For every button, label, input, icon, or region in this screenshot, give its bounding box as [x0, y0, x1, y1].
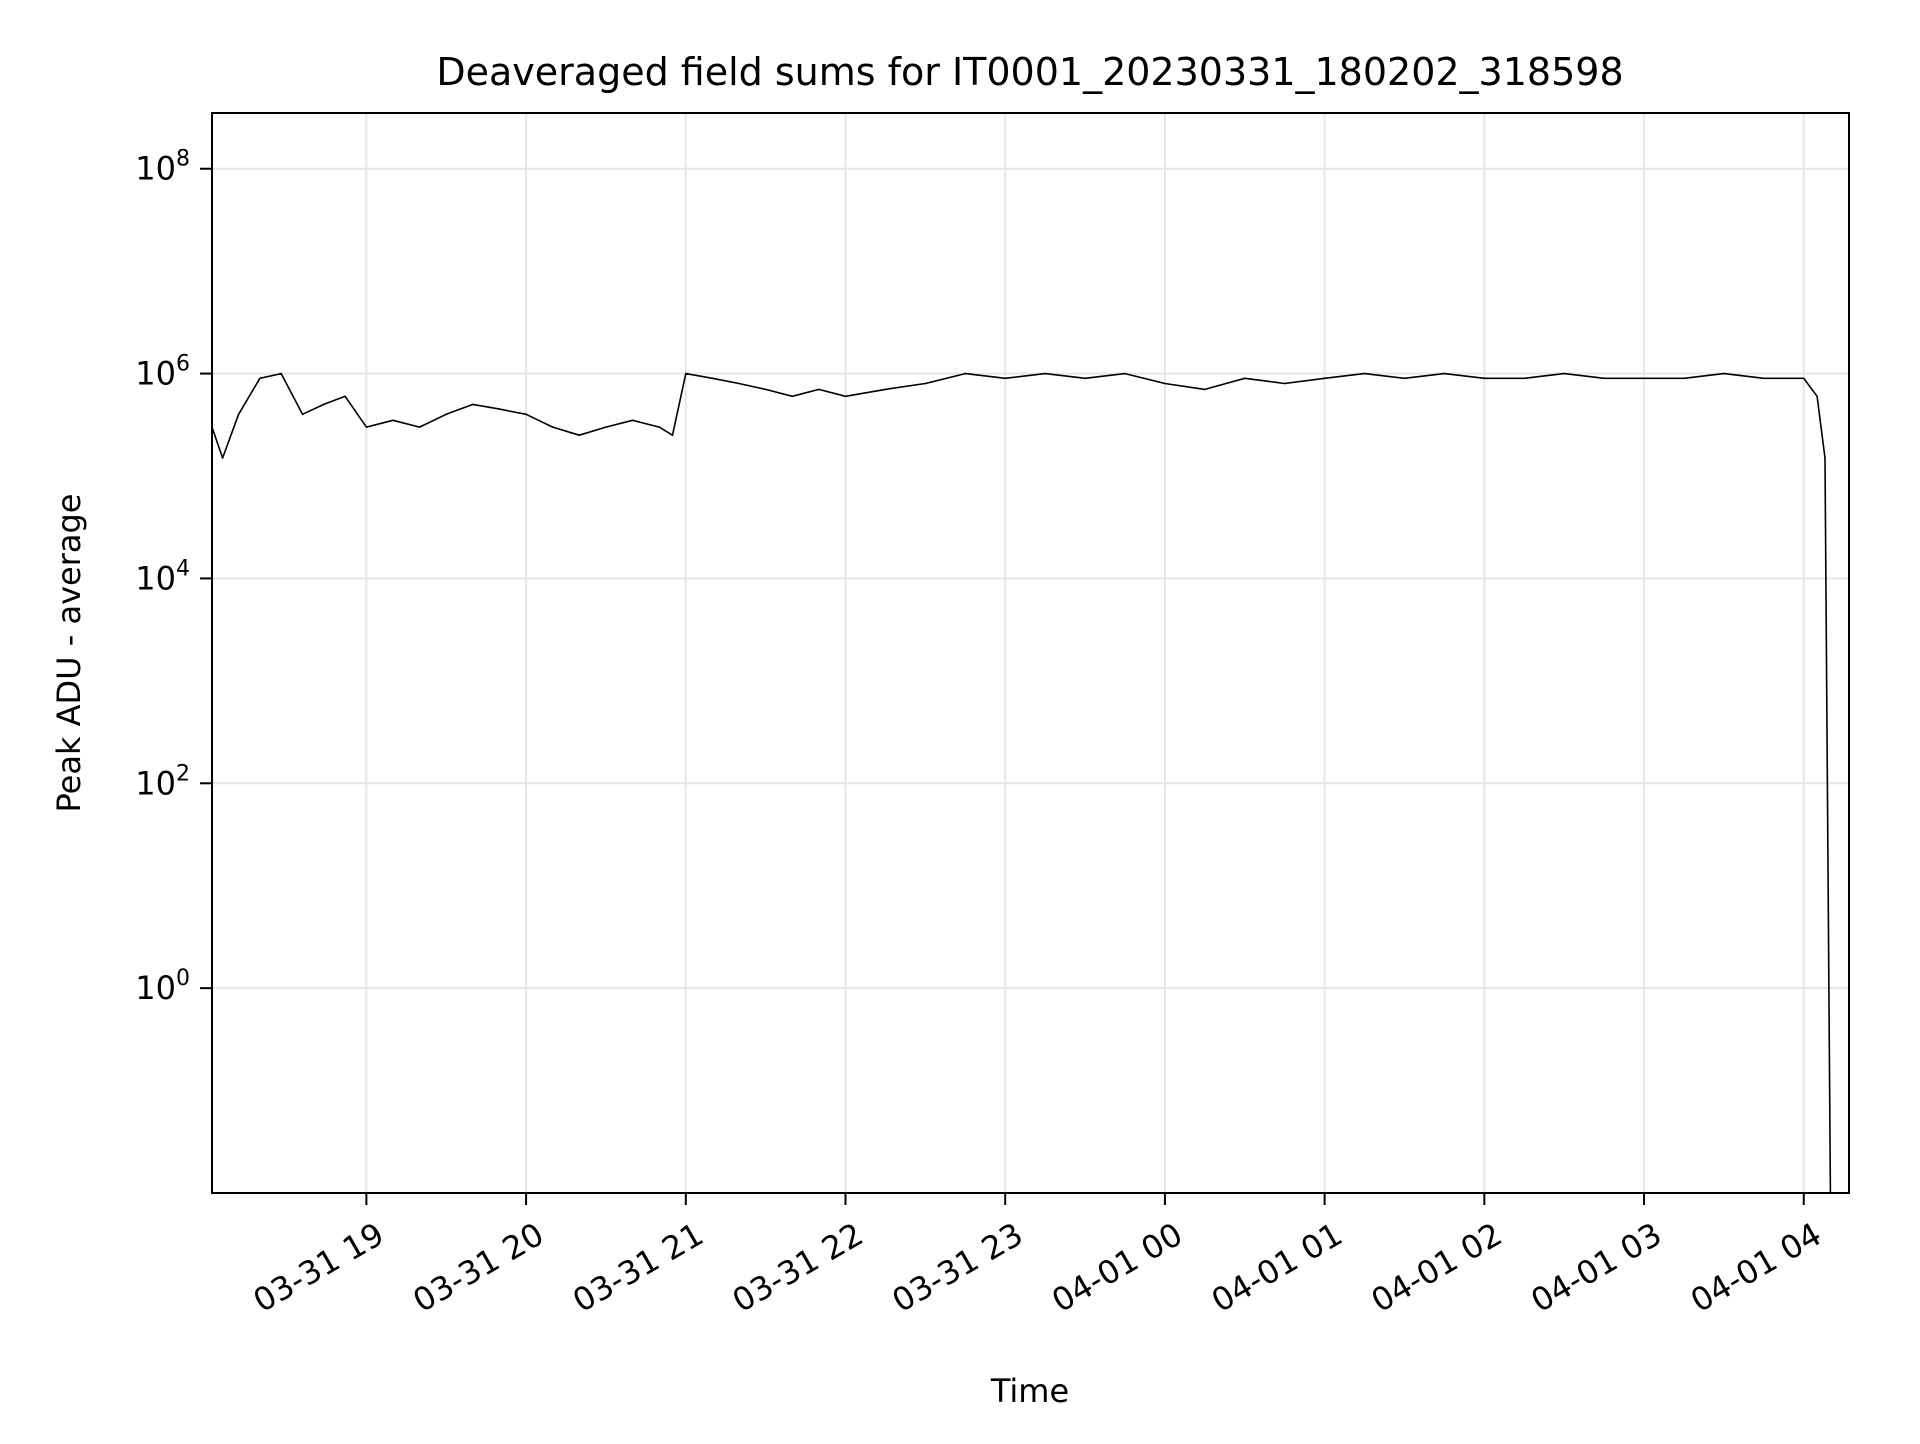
- data-point: [1824, 457, 1826, 459]
- data-point: [445, 413, 448, 416]
- data-point: [1363, 372, 1366, 375]
- data-point: [525, 413, 527, 416]
- data-point: [221, 457, 224, 459]
- data-point: [472, 403, 474, 406]
- data-point: [605, 426, 607, 428]
- data-point: [924, 382, 927, 385]
- data-point: [1084, 377, 1086, 380]
- y-tick-base: 10: [135, 559, 176, 597]
- plot-background: [212, 113, 1849, 1193]
- data-point: [301, 413, 304, 416]
- data-point: [1244, 377, 1246, 380]
- data-point: [738, 382, 740, 385]
- data-point: [1563, 372, 1565, 375]
- data-point: [791, 395, 794, 398]
- x-tick-label: 04-01 04: [1684, 1215, 1828, 1320]
- y-tick-exponent: 8: [176, 147, 190, 172]
- y-tick-base: 10: [135, 355, 176, 393]
- x-tick-label: 04-01 03: [1524, 1215, 1668, 1320]
- data-point: [1816, 395, 1818, 398]
- y-tick-label: 100: [135, 966, 190, 1007]
- data-point: [658, 426, 660, 428]
- y-tick-label: 106: [135, 352, 190, 393]
- data-point: [1643, 377, 1645, 380]
- y-tick-label: 104: [135, 556, 190, 597]
- plot-frame: [211, 112, 1850, 1194]
- data-point: [818, 388, 820, 391]
- x-tick-label: 03-31 23: [886, 1215, 1030, 1320]
- data-point: [1443, 372, 1446, 375]
- x-tick-label: 03-31 21: [566, 1215, 710, 1320]
- data-point: [237, 413, 240, 416]
- data-point: [685, 372, 687, 375]
- data-point: [1283, 382, 1286, 385]
- data-point: [1044, 372, 1046, 375]
- data-point: [280, 372, 283, 375]
- x-tick-label: 03-31 19: [247, 1215, 391, 1320]
- data-point: [764, 388, 767, 391]
- data-point: [1683, 377, 1685, 380]
- y-tick-label: 102: [135, 761, 190, 802]
- data-point: [1483, 377, 1486, 380]
- y-tick-base: 10: [135, 969, 176, 1007]
- data-point: [1723, 372, 1725, 375]
- series-layer: [211, 372, 1832, 1194]
- chart-title: Deaveraged field sums for IT0001_2023033…: [436, 50, 1623, 94]
- data-point: [671, 434, 674, 437]
- y-tick-exponent: 0: [176, 966, 190, 991]
- x-tick-label: 03-31 20: [406, 1215, 550, 1320]
- data-point: [711, 377, 714, 380]
- data-point: [498, 408, 501, 410]
- data-point: [344, 395, 346, 398]
- x-tick-label: 04-01 00: [1045, 1215, 1189, 1320]
- data-point: [1763, 377, 1765, 380]
- data-point: [1523, 377, 1526, 380]
- data-point: [578, 434, 581, 437]
- y-tick-exponent: 6: [176, 352, 190, 377]
- data-point: [1323, 377, 1326, 380]
- data-point: [1802, 377, 1805, 380]
- x-tick-label: 04-01 02: [1365, 1215, 1509, 1320]
- x-tick-label: 03-31 22: [726, 1215, 870, 1320]
- x-tick-label: 04-01 01: [1205, 1215, 1349, 1320]
- data-point: [1603, 377, 1605, 380]
- data-point: [259, 377, 261, 380]
- y-tick-exponent: 4: [176, 556, 190, 581]
- data-point: [418, 426, 421, 428]
- y-tick-label: 108: [135, 147, 190, 188]
- x-axis-label: Time: [990, 1372, 1069, 1410]
- data-point: [1204, 388, 1206, 391]
- data-point: [365, 426, 368, 428]
- data-point: [1124, 372, 1126, 375]
- data-point: [631, 419, 634, 422]
- data-point: [392, 419, 394, 422]
- y-tick-base: 10: [135, 150, 176, 188]
- data-point: [884, 388, 887, 391]
- data-point: [844, 395, 847, 398]
- data-point: [551, 426, 554, 428]
- data-point: [1004, 377, 1006, 380]
- y-tick-exponent: 2: [176, 761, 190, 786]
- data-point: [323, 403, 325, 406]
- data-point: [1403, 377, 1406, 380]
- data-point: [1164, 382, 1166, 385]
- y-axis-label: Peak ADU - average: [50, 494, 88, 813]
- y-tick-base: 10: [135, 764, 176, 802]
- grid: [212, 113, 1849, 1193]
- data-point: [964, 372, 967, 375]
